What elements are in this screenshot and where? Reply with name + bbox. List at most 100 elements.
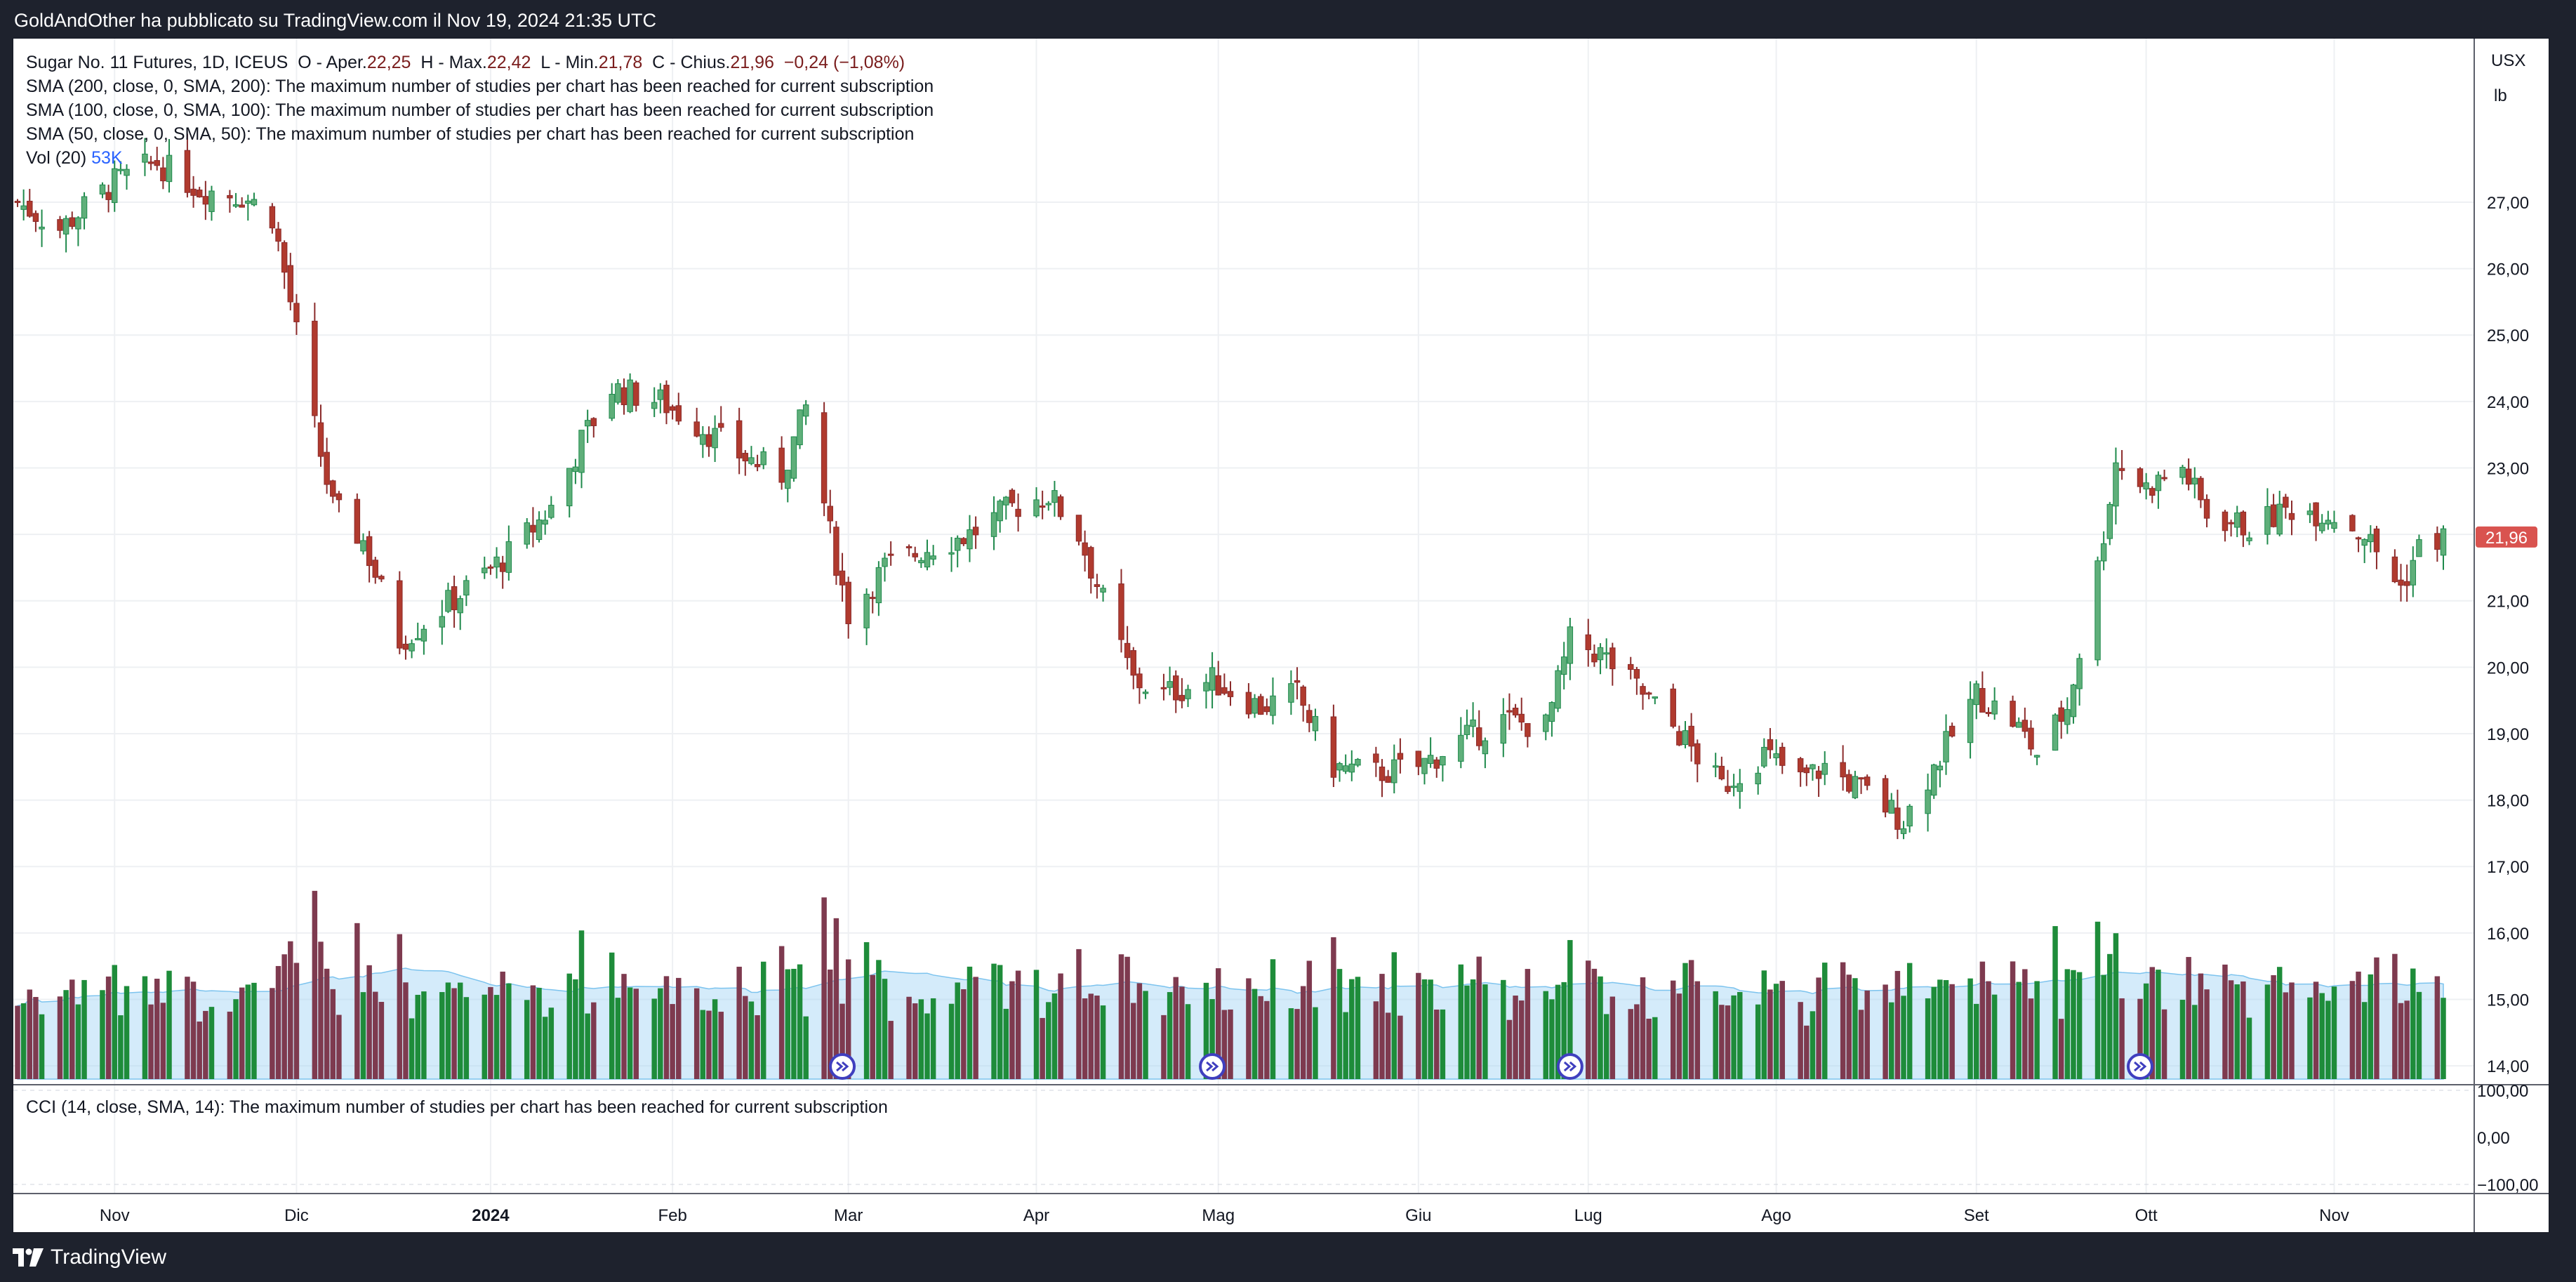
candle-body[interactable] xyxy=(57,219,63,231)
candle-body[interactable] xyxy=(1379,766,1386,781)
candle-body[interactable] xyxy=(615,383,621,403)
candle-body[interactable] xyxy=(1500,714,1507,744)
candle-body[interactable] xyxy=(1925,789,1931,814)
candle-body[interactable] xyxy=(572,466,579,473)
candle-body[interactable] xyxy=(1894,807,1901,830)
candle-body[interactable] xyxy=(924,552,931,568)
candle-body[interactable] xyxy=(402,643,409,650)
candle-body[interactable] xyxy=(2410,560,2417,586)
candle-body[interactable] xyxy=(1136,673,1143,689)
candle-body[interactable] xyxy=(2355,537,2362,540)
candle-body[interactable] xyxy=(1694,743,1701,765)
candle-body[interactable] xyxy=(790,436,797,479)
candle-body[interactable] xyxy=(2313,502,2319,527)
candle-body[interactable] xyxy=(578,430,585,473)
candle-body[interactable] xyxy=(2198,477,2204,501)
candle-body[interactable] xyxy=(117,168,124,171)
candle-body[interactable] xyxy=(712,428,718,449)
candle-body[interactable] xyxy=(930,555,936,560)
candle-body[interactable] xyxy=(147,161,154,164)
candle-body[interactable] xyxy=(2058,707,2064,722)
candle-body[interactable] xyxy=(2228,522,2234,524)
candle-body[interactable] xyxy=(1730,786,1737,788)
candle-body[interactable] xyxy=(2203,498,2210,519)
candle-body[interactable] xyxy=(1088,547,1094,579)
candle-body[interactable] xyxy=(1245,692,1252,715)
candle-body[interactable] xyxy=(1858,777,1864,780)
candle-body[interactable] xyxy=(2064,709,2071,725)
candle-body[interactable] xyxy=(330,480,336,497)
candle-body[interactable] xyxy=(693,421,700,437)
candle-body[interactable] xyxy=(251,199,258,206)
candle-body[interactable] xyxy=(1288,683,1294,703)
candle-body[interactable] xyxy=(397,580,403,649)
candle-body[interactable] xyxy=(1585,634,1591,650)
candle-body[interactable] xyxy=(1124,642,1131,659)
candle-body[interactable] xyxy=(1937,765,1944,771)
candle-body[interactable] xyxy=(1033,499,1040,517)
candle-body[interactable] xyxy=(590,418,597,426)
candle-body[interactable] xyxy=(2106,503,2113,539)
candle-body[interactable] xyxy=(1227,691,1234,697)
candle-body[interactable] xyxy=(2185,468,2192,485)
candle-body[interactable] xyxy=(863,593,870,628)
candle-body[interactable] xyxy=(1142,692,1149,694)
candle-body[interactable] xyxy=(1252,698,1258,714)
candle-body[interactable] xyxy=(1518,713,1525,723)
candle-body[interactable] xyxy=(918,560,924,564)
candle-body[interactable] xyxy=(524,522,530,545)
candle-body[interactable] xyxy=(2076,658,2083,689)
candle-body[interactable] xyxy=(1221,687,1228,694)
candle-body[interactable] xyxy=(105,192,112,200)
candle-body[interactable] xyxy=(778,447,785,483)
candle-body[interactable] xyxy=(232,204,239,207)
candle-body[interactable] xyxy=(1427,755,1434,764)
chart-area[interactable]: 27,0026,0025,0024,0023,0022,0021,0020,00… xyxy=(13,38,2549,1233)
candle-body[interactable] xyxy=(1737,783,1743,792)
candle-body[interactable] xyxy=(1039,505,1046,508)
candle-body[interactable] xyxy=(1385,776,1391,783)
candle-body[interactable] xyxy=(142,153,148,163)
price-series[interactable] xyxy=(14,133,2447,840)
candle-body[interactable] xyxy=(2403,581,2410,586)
candle-body[interactable] xyxy=(875,567,882,604)
candle-body[interactable] xyxy=(275,228,281,242)
candle-body[interactable] xyxy=(1179,694,1186,701)
candle-body[interactable] xyxy=(2325,520,2332,524)
candle-body[interactable] xyxy=(1810,764,1816,769)
candle-body[interactable] xyxy=(1882,778,1889,813)
candle-body[interactable] xyxy=(39,226,45,230)
candle-body[interactable] xyxy=(742,453,749,462)
candle-body[interactable] xyxy=(1548,702,1555,722)
candle-body[interactable] xyxy=(905,546,912,548)
candle-body[interactable] xyxy=(1567,626,1574,664)
candle-body[interactable] xyxy=(633,382,639,406)
candle-body[interactable] xyxy=(239,204,245,208)
candle-body[interactable] xyxy=(627,379,633,412)
candle-body[interactable] xyxy=(1725,786,1731,792)
candle-body[interactable] xyxy=(372,560,378,578)
candle-body[interactable] xyxy=(845,581,851,624)
candle-body[interactable] xyxy=(651,402,658,409)
candle-body[interactable] xyxy=(657,389,664,400)
tradingview-logo[interactable]: TradingView xyxy=(13,1245,166,1269)
candle-body[interactable] xyxy=(14,201,21,204)
candle-body[interactable] xyxy=(2270,504,2277,527)
candle-body[interactable] xyxy=(287,265,294,303)
candle-body[interactable] xyxy=(2234,512,2240,528)
candle-body[interactable] xyxy=(1603,652,1609,655)
candle-body[interactable] xyxy=(1391,759,1397,784)
candle-body[interactable] xyxy=(1797,758,1804,772)
candle-body[interactable] xyxy=(536,519,543,541)
candle-body[interactable] xyxy=(948,552,955,555)
candle-body[interactable] xyxy=(2033,755,2040,758)
candle-body[interactable] xyxy=(1591,654,1598,663)
candle-body[interactable] xyxy=(482,567,488,574)
candle-body[interactable] xyxy=(972,527,979,536)
candle-body[interactable] xyxy=(1458,734,1464,762)
candle-body[interactable] xyxy=(505,541,512,573)
candle-body[interactable] xyxy=(1306,710,1313,723)
candle-body[interactable] xyxy=(2149,488,2156,496)
candle-body[interactable] xyxy=(312,320,318,416)
candle-body[interactable] xyxy=(324,451,330,485)
